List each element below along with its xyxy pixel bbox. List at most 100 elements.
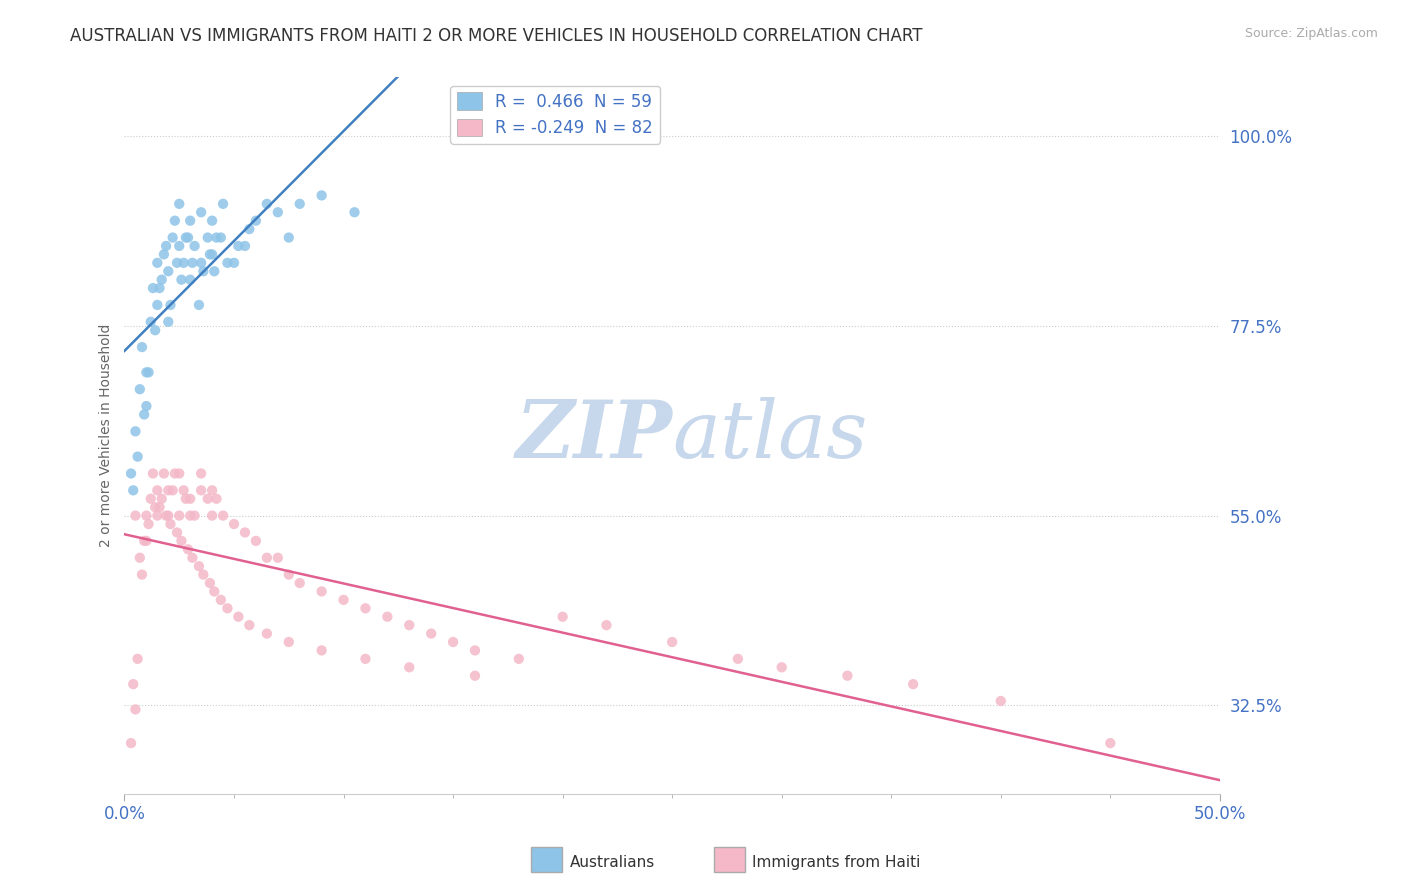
Point xyxy=(120,736,142,750)
Point xyxy=(193,264,215,278)
Point xyxy=(163,213,186,227)
Point xyxy=(170,273,193,287)
Point xyxy=(148,281,170,295)
Point xyxy=(135,365,157,379)
Point xyxy=(157,483,180,498)
Point xyxy=(157,508,180,523)
Point xyxy=(464,669,486,683)
Point xyxy=(311,188,333,202)
Y-axis label: 2 or more Vehicles in Household: 2 or more Vehicles in Household xyxy=(100,324,114,548)
Point xyxy=(124,425,146,439)
Point xyxy=(193,567,215,582)
Point xyxy=(377,609,399,624)
Point xyxy=(222,516,245,531)
Point xyxy=(142,281,165,295)
Point xyxy=(159,516,181,531)
Point xyxy=(228,609,250,624)
Point xyxy=(177,230,200,244)
Point xyxy=(420,626,443,640)
Point xyxy=(311,643,333,657)
Point xyxy=(190,205,212,219)
Point xyxy=(181,256,204,270)
Point xyxy=(179,213,201,227)
Text: AUSTRALIAN VS IMMIGRANTS FROM HAITI 2 OR MORE VEHICLES IN HOUSEHOLD CORRELATION : AUSTRALIAN VS IMMIGRANTS FROM HAITI 2 OR… xyxy=(70,27,922,45)
Point xyxy=(277,567,299,582)
Point xyxy=(146,483,169,498)
Point xyxy=(131,567,153,582)
Point xyxy=(138,365,160,379)
Point xyxy=(245,213,267,227)
Point xyxy=(146,298,169,312)
Point xyxy=(143,500,166,515)
Point xyxy=(142,467,165,481)
Point xyxy=(277,230,299,244)
Point xyxy=(155,508,177,523)
Point xyxy=(166,256,188,270)
Point xyxy=(267,550,290,565)
Point xyxy=(167,467,190,481)
Point xyxy=(551,609,574,624)
Point xyxy=(135,533,157,548)
Point xyxy=(205,230,228,244)
Point xyxy=(343,205,366,219)
Point xyxy=(174,491,197,506)
Point xyxy=(727,652,749,666)
Point xyxy=(202,584,225,599)
Point xyxy=(128,550,150,565)
Point xyxy=(157,264,180,278)
Point xyxy=(179,508,201,523)
Point xyxy=(238,618,260,632)
Point xyxy=(143,323,166,337)
Point xyxy=(188,559,211,574)
Point xyxy=(173,483,195,498)
Point xyxy=(181,550,204,565)
Point xyxy=(139,491,162,506)
Point xyxy=(139,315,162,329)
Point xyxy=(217,601,239,615)
Point xyxy=(332,592,354,607)
Point xyxy=(256,550,278,565)
Point xyxy=(128,382,150,396)
Point xyxy=(150,491,173,506)
Point xyxy=(173,256,195,270)
Point xyxy=(167,197,190,211)
Point xyxy=(837,669,859,683)
Point xyxy=(267,205,290,219)
Point xyxy=(288,197,311,211)
Text: atlas: atlas xyxy=(672,397,868,475)
Point xyxy=(595,618,617,632)
Point xyxy=(179,273,201,287)
Point xyxy=(124,702,146,716)
Point xyxy=(354,652,377,666)
Point xyxy=(135,508,157,523)
Point xyxy=(212,508,235,523)
Point xyxy=(135,399,157,413)
Point xyxy=(311,584,333,599)
Point xyxy=(233,239,256,253)
Point xyxy=(201,483,224,498)
Point xyxy=(162,483,184,498)
Point xyxy=(127,652,149,666)
Point xyxy=(131,340,153,354)
Point xyxy=(256,626,278,640)
Point xyxy=(166,525,188,540)
Point xyxy=(174,230,197,244)
Point xyxy=(277,635,299,649)
Point xyxy=(222,256,245,270)
Point xyxy=(228,239,250,253)
Point xyxy=(167,239,190,253)
Point xyxy=(288,576,311,591)
Point xyxy=(146,508,169,523)
Point xyxy=(201,508,224,523)
Point xyxy=(190,467,212,481)
Point xyxy=(188,298,211,312)
Point xyxy=(398,660,420,674)
Point xyxy=(134,533,156,548)
Point xyxy=(190,483,212,498)
Point xyxy=(124,508,146,523)
Point xyxy=(155,239,177,253)
Point xyxy=(201,247,224,261)
Point xyxy=(398,618,420,632)
Point xyxy=(150,273,173,287)
Text: Australians: Australians xyxy=(569,855,655,870)
